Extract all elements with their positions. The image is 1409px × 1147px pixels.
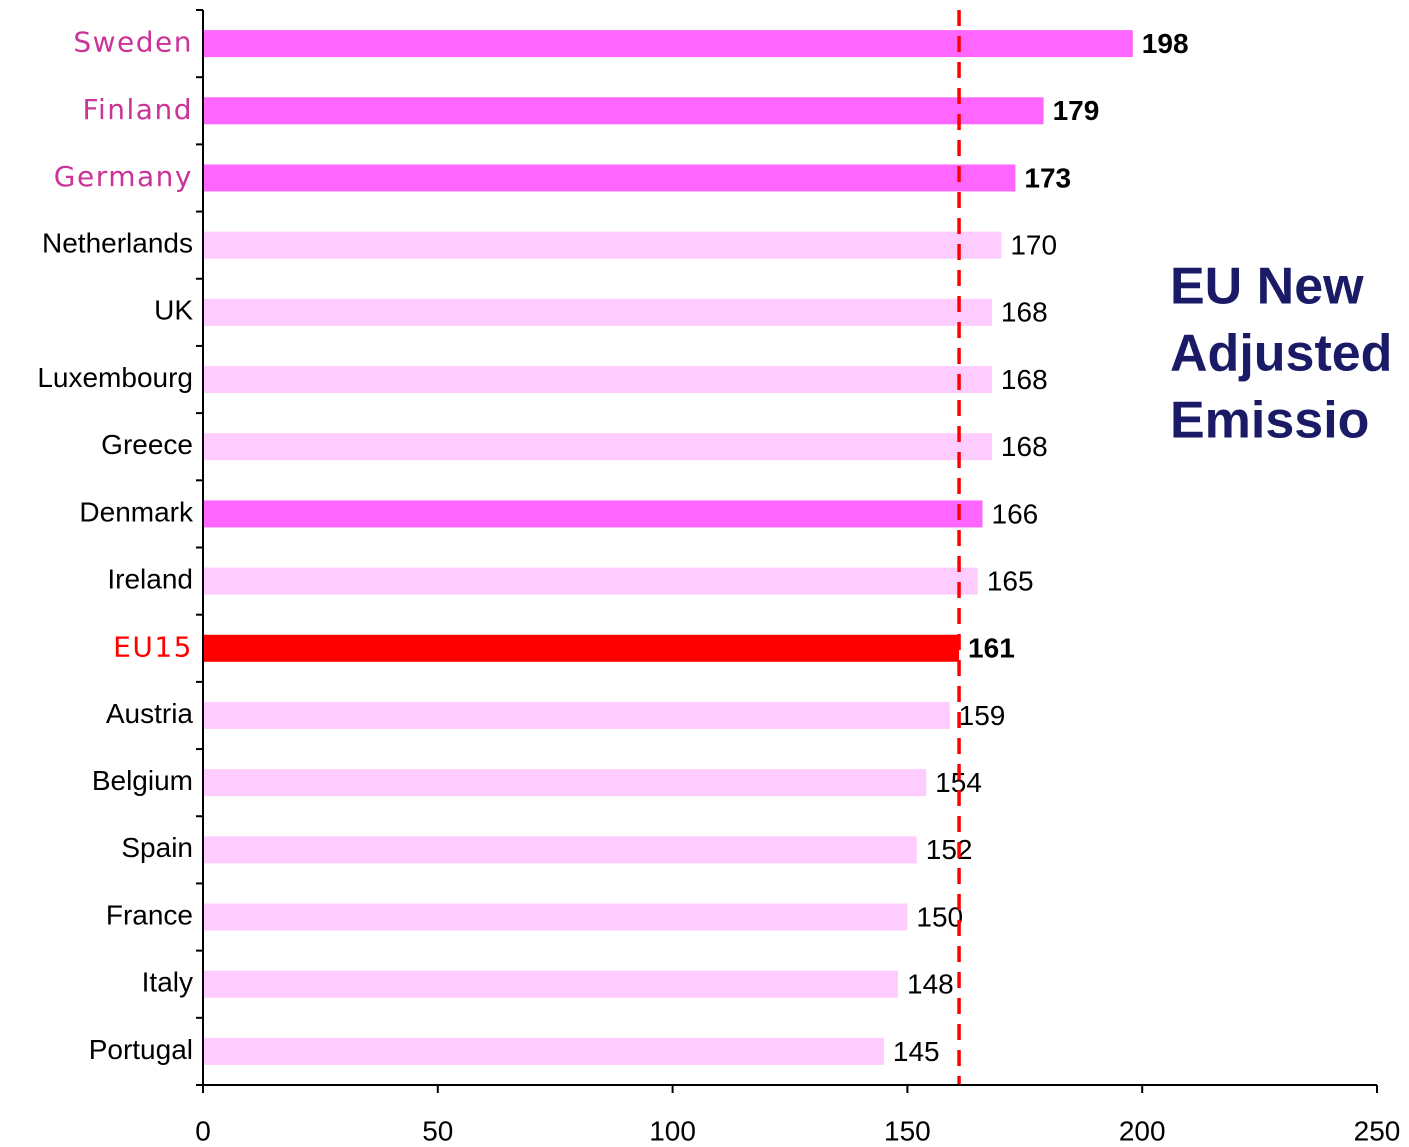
value-label: 150 (916, 901, 963, 932)
value-label: 145 (893, 1036, 940, 1067)
x-tick-label: 150 (884, 1115, 931, 1146)
y-tick-label: UK (154, 295, 193, 326)
bar (203, 970, 899, 998)
bar (203, 567, 978, 595)
value-label: 161 (968, 633, 1015, 664)
annotation: Emissio (1170, 392, 1369, 450)
bar (203, 903, 908, 931)
bar (203, 634, 960, 662)
x-tick-label: 200 (1119, 1115, 1166, 1146)
value-label: 179 (1053, 95, 1100, 126)
y-tick-label: Netherlands (42, 228, 193, 259)
x-tick-label: 0 (195, 1115, 211, 1146)
y-tick-label: Italy (142, 967, 193, 998)
y-tick-label: EU15 (113, 630, 193, 663)
bar (203, 164, 1016, 192)
y-tick-label: Sweden (73, 26, 193, 59)
value-label: 168 (1001, 364, 1048, 395)
y-tick-label: Austria (106, 698, 194, 729)
bar (203, 1037, 884, 1065)
value-label: 198 (1142, 28, 1189, 59)
bar (203, 231, 1002, 259)
bar (203, 366, 992, 394)
x-tick-label: 50 (422, 1115, 453, 1146)
x-tick-label: 250 (1354, 1115, 1401, 1146)
x-tick-label: 100 (649, 1115, 696, 1146)
bar (203, 30, 1133, 58)
value-label: 152 (926, 834, 973, 865)
bar (203, 701, 950, 729)
value-label: 168 (1001, 297, 1048, 328)
annotation: Adjusted (1170, 325, 1392, 383)
y-tick-label: France (106, 899, 193, 930)
bar (203, 97, 1044, 125)
value-label: 173 (1024, 162, 1071, 193)
bar (203, 836, 917, 864)
y-tick-label: Portugal (89, 1034, 193, 1065)
value-label: 170 (1010, 230, 1057, 261)
y-tick-label: Ireland (107, 563, 193, 594)
y-tick-label: Spain (121, 832, 193, 863)
bar (203, 433, 992, 461)
value-label: 166 (992, 498, 1039, 529)
bar (203, 298, 992, 326)
y-tick-label: Luxembourg (37, 362, 193, 393)
y-tick-label: Denmark (79, 496, 194, 527)
value-label: 168 (1001, 431, 1048, 462)
y-tick-label: Germany (54, 160, 193, 193)
value-label: 148 (907, 969, 954, 1000)
y-tick-label: Greece (101, 429, 193, 460)
y-tick-label: Belgium (92, 765, 193, 796)
bar (203, 500, 983, 528)
bar (203, 769, 927, 797)
y-tick-label: Finland (82, 93, 193, 126)
value-label: 159 (959, 700, 1006, 731)
value-label: 165 (987, 565, 1034, 596)
annotation: EU New (1170, 258, 1364, 316)
